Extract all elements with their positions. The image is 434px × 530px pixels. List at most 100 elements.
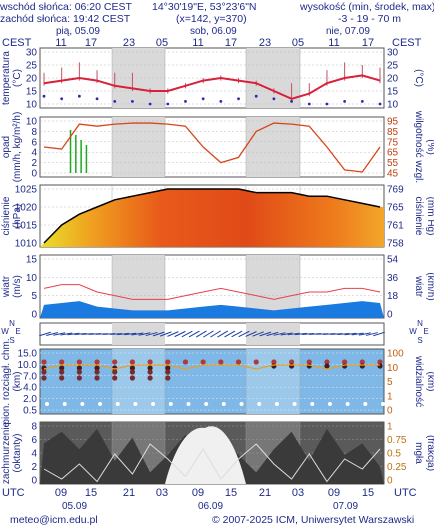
high-cloud-area [165, 426, 246, 484]
compass-left-letter: E [15, 327, 20, 336]
left-tick-label: 10.0 [18, 360, 38, 371]
bottom-hour-label: 09 [192, 487, 204, 499]
utc-label-right: UTC [394, 487, 417, 499]
left-tick-label: 8 [31, 127, 37, 138]
bottom-hour-label: 15 [225, 487, 237, 499]
cloud-layer-dot [94, 369, 100, 375]
footer-copyright: © 2007-2025 ICM, Uniwersytet Warszawski [212, 514, 415, 526]
wind-gust-line [43, 284, 381, 300]
bottom-day-1: 05.09 [62, 501, 87, 512]
cloud-layer-dot [112, 359, 118, 365]
cloud-layer-dot [94, 359, 100, 365]
cloud-layer-dot [271, 359, 277, 365]
low-cloud-dot [204, 402, 209, 406]
right-tick-label: 95 [387, 117, 399, 128]
left-axis-unit: (°C) [12, 69, 23, 87]
right-axis-title: wilgotność wzgl. [413, 110, 424, 183]
wind-direction-arrow [160, 331, 172, 337]
wind-direction-arrow [60, 332, 73, 336]
wind-direction-arrow [167, 331, 179, 337]
wind-direction-arrow [273, 332, 286, 336]
right-tick-label: 25 [387, 61, 399, 72]
low-cloud-dot [221, 402, 226, 406]
low-cloud-dot [345, 402, 350, 406]
cloud-layer-dot [41, 359, 47, 365]
left-axis-unit: (oktanty) [12, 434, 23, 473]
low-cloud-dot [292, 402, 297, 406]
wind-direction-arrow [152, 331, 165, 337]
right-tick-label: 54 [387, 255, 399, 266]
footer-email[interactable]: meteo@icm.edu.pl [10, 514, 98, 526]
low-cloud-dot [151, 402, 156, 406]
left-axis-unit: (mm/h, kg/m²/h) [12, 112, 23, 183]
low-cloud-dot [381, 402, 385, 406]
wind-direction-arrow [287, 332, 300, 336]
low-cloud-dot [363, 402, 368, 406]
wind-direction-arrow [330, 333, 343, 335]
left-tick-label: 10 [26, 117, 38, 128]
utc-label-left: UTC [2, 487, 25, 499]
right-tick-label: 758 [387, 239, 404, 250]
left-axis-title: wiatr [1, 275, 12, 298]
humidity-series-line [43, 122, 381, 173]
day-label-3: nie, 07.09 [326, 26, 370, 37]
left-tick-label: 30 [26, 48, 38, 59]
left-tick-label: 2 [31, 158, 37, 169]
dew-point-dot [307, 102, 311, 106]
left-tick-label: 8 [31, 422, 37, 433]
right-tick-label: 65 [387, 148, 399, 159]
wind-direction-arrow [39, 331, 51, 337]
wind-direction-arrow [252, 331, 264, 337]
dew-point-dot [77, 94, 81, 98]
dew-point-dot [290, 100, 293, 103]
cloud-layer-dot [359, 363, 365, 369]
wind-direction-arrow [224, 330, 236, 338]
left-tick-label: 1020 [15, 203, 38, 214]
dew-point-dot [201, 97, 205, 101]
wind-direction-arrow [203, 330, 214, 338]
cloud-layer-dot [165, 369, 171, 375]
right-axis-title: mgła [413, 442, 424, 464]
right-tick-label: 0 [387, 310, 393, 321]
cloud-layer-dot [306, 359, 312, 365]
left-tick-label: 2 [31, 462, 37, 473]
cloud-layer-dot [59, 369, 65, 375]
low-cloud-dot [62, 402, 67, 406]
cloud-layer-dot [147, 375, 153, 381]
right-tick-label: 55 [387, 158, 399, 169]
day-label-2: sob, 06.09 [190, 26, 237, 37]
cloud-layer-dot [59, 365, 65, 371]
right-tick-label: 100 [387, 349, 404, 360]
cloud-layer-dot [41, 375, 47, 381]
left-tick-label: 10 [26, 100, 38, 111]
wind-direction-arrow [210, 330, 221, 338]
cloud-layer-dot [165, 375, 171, 381]
left-tick-label: 15.0 [18, 349, 38, 360]
wind-direction-arrow [231, 330, 243, 338]
right-tick-label: 85 [387, 127, 399, 138]
right-axis-unit: (mm Hg) [425, 197, 434, 236]
low-cloud-dot [257, 402, 262, 406]
wind-direction-arrow [351, 332, 364, 336]
cloud-layer-dot [129, 365, 136, 371]
bottom-hour-label: 21 [259, 487, 271, 499]
right-tick-label: 10 [387, 363, 399, 374]
cloud-layer-dot [324, 359, 330, 365]
bottom-hour-label: 15 [85, 487, 97, 499]
wind-speed-area [40, 301, 384, 318]
wind-direction-arrow [46, 332, 59, 336]
dew-point-dot [148, 102, 152, 106]
compass-left-letter: N [9, 319, 15, 328]
cloud-layer-dot [59, 375, 65, 381]
left-tick-label: 6 [31, 435, 37, 446]
compass-right-letter: S [417, 336, 422, 345]
tz-label-top-left: CEST [2, 37, 32, 49]
left-tick-label: 4 [31, 148, 37, 159]
cloud-layer-dot [253, 359, 259, 365]
left-tick-label: 1010 [15, 239, 38, 250]
cloud-layer-dot [165, 365, 171, 371]
right-tick-label: 0.25 [387, 462, 407, 473]
right-tick-label: 1 [387, 391, 393, 402]
